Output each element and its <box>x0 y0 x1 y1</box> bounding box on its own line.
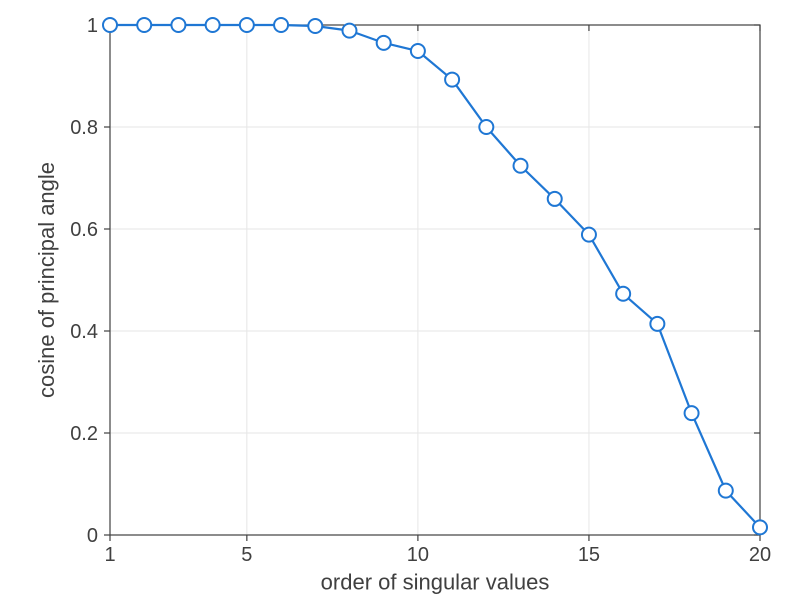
series-marker <box>171 18 185 32</box>
y-axis-label: cosine of principal angle <box>34 162 59 398</box>
series-marker <box>206 18 220 32</box>
y-tick-label: 0 <box>87 525 98 547</box>
x-tick-label: 20 <box>749 544 771 566</box>
y-tick-label: 0.2 <box>70 423 98 445</box>
series-marker <box>753 520 767 534</box>
series-marker <box>719 484 733 498</box>
chart-svg: 1510152000.20.40.60.81order of singular … <box>0 0 800 613</box>
y-tick-label: 0.6 <box>70 219 98 241</box>
series-marker <box>274 18 288 32</box>
series-marker <box>240 18 254 32</box>
x-tick-label: 1 <box>104 544 115 566</box>
series-marker <box>308 19 322 33</box>
series-marker <box>685 406 699 420</box>
y-tick-label: 0.4 <box>70 321 98 343</box>
series-marker <box>377 36 391 50</box>
series-marker <box>650 317 664 331</box>
x-axis-label: order of singular values <box>321 570 550 595</box>
series-marker <box>616 287 630 301</box>
x-tick-label: 10 <box>407 544 429 566</box>
series-marker <box>479 120 493 134</box>
series-marker <box>548 192 562 206</box>
y-tick-label: 1 <box>87 15 98 37</box>
series-marker <box>342 24 356 38</box>
line-chart: 1510152000.20.40.60.81order of singular … <box>0 0 800 613</box>
series-marker <box>103 18 117 32</box>
x-tick-label: 5 <box>241 544 252 566</box>
series-marker <box>582 228 596 242</box>
series-marker <box>514 159 528 173</box>
x-tick-label: 15 <box>578 544 600 566</box>
series-marker <box>445 73 459 87</box>
y-tick-label: 0.8 <box>70 117 98 139</box>
series-marker <box>137 18 151 32</box>
series-marker <box>411 44 425 58</box>
